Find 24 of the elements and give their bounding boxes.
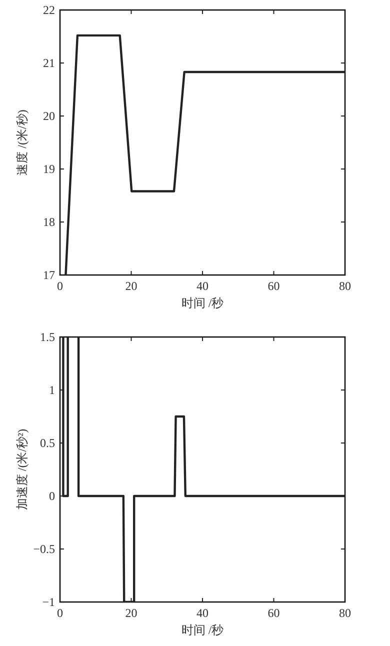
x-tick-label: 20	[125, 606, 138, 620]
y-tick-label: 18	[43, 215, 55, 229]
y-tick-label: 19	[43, 162, 55, 176]
x-tick-label: 60	[268, 606, 280, 620]
x-tick-label: 80	[339, 279, 351, 293]
y-tick-label: 21	[43, 56, 55, 70]
x-tick-label: 40	[196, 279, 208, 293]
x-axis-title: 时间 /秒	[181, 296, 224, 310]
y-tick-label: 1.5	[40, 330, 55, 344]
x-axis-title: 时间 /秒	[181, 623, 224, 637]
y-tick-label: 22	[43, 3, 55, 17]
y-tick-label: −0.5	[33, 542, 55, 556]
y-tick-label: 20	[43, 109, 55, 123]
x-tick-label: 60	[268, 279, 280, 293]
x-tick-label: 80	[339, 606, 351, 620]
x-tick-label: 40	[196, 606, 208, 620]
y-tick-label: 0	[49, 489, 55, 503]
x-tick-label: 20	[125, 279, 138, 293]
y-tick-label: 0.5	[40, 436, 55, 450]
y-tick-label: 1	[49, 383, 55, 397]
y-axis-title: 速度 /(米/秒)	[15, 110, 29, 176]
y-axis-title: 加速度 /(米/秒²)	[15, 428, 29, 510]
y-tick-label: 17	[43, 268, 55, 282]
y-tick-label: −1	[42, 595, 55, 609]
